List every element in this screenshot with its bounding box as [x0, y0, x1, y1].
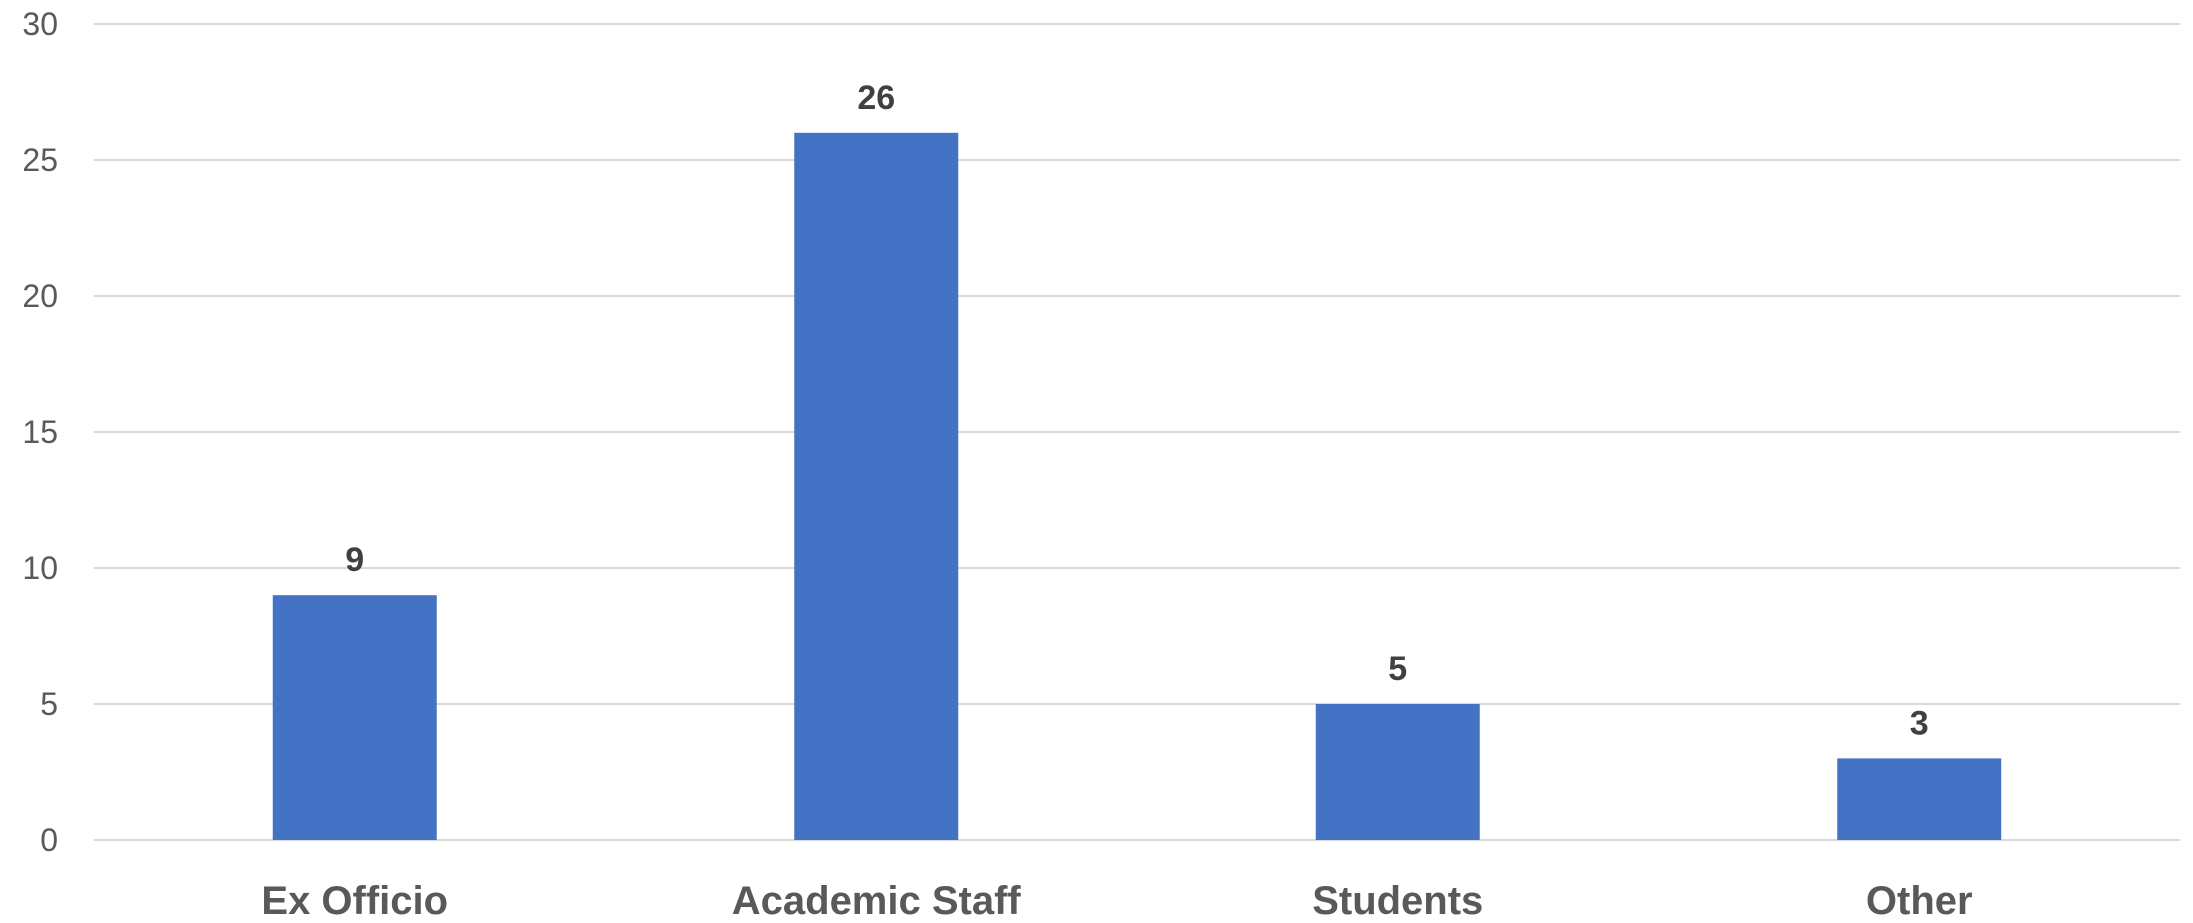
- y-tick-label: 0: [40, 822, 58, 858]
- bar: [1315, 704, 1480, 840]
- y-axis-ticks: 0 5 10 15 20 25 30: [22, 6, 58, 858]
- y-tick-label: 25: [22, 142, 58, 178]
- bar: [1837, 758, 2002, 840]
- x-category-label: Ex Officio: [261, 879, 448, 923]
- bar-value-label: 3: [1910, 704, 1929, 742]
- x-axis-labels: Ex Officio Academic Staff Students Other: [261, 879, 1972, 923]
- x-category-label: Other: [1866, 879, 1973, 923]
- bar-value-label: 9: [345, 541, 364, 579]
- bar-value-label: 5: [1388, 650, 1407, 688]
- bar: [272, 595, 437, 840]
- y-tick-label: 30: [22, 6, 58, 42]
- y-tick-label: 5: [40, 686, 58, 722]
- x-category-label: Students: [1312, 879, 1483, 923]
- bars: [272, 132, 2002, 841]
- grid-lines: [94, 23, 2180, 841]
- y-tick-label: 20: [22, 278, 58, 314]
- bar-value-label: 26: [857, 79, 895, 117]
- data-labels: 9 26 5 3: [345, 79, 1928, 743]
- y-tick-label: 10: [22, 550, 58, 586]
- y-tick-label: 15: [22, 414, 58, 450]
- bar: [794, 132, 959, 841]
- x-category-label: Academic Staff: [732, 879, 1022, 923]
